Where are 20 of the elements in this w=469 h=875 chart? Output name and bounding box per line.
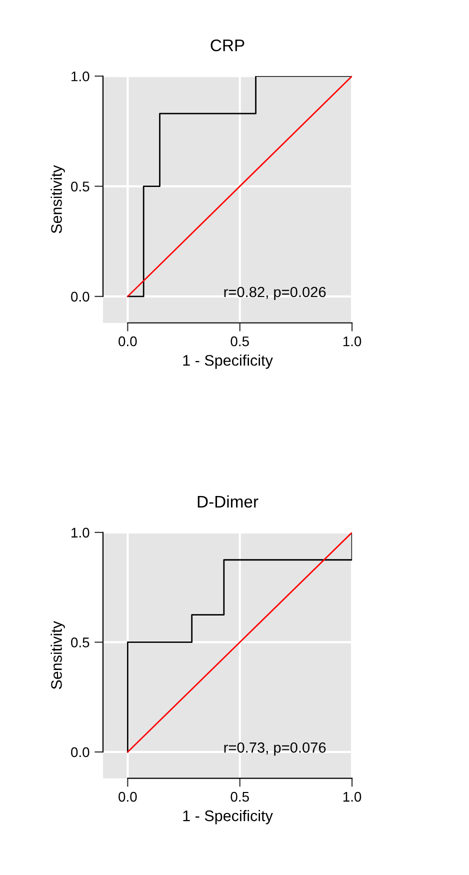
x-tick-label: 1.0 <box>343 336 362 346</box>
annotation: r=0.73, p=0.076 <box>224 742 326 756</box>
x-axis-title: 1 - Specificity <box>183 354 273 369</box>
x-tick-label: 1.0 <box>343 792 362 802</box>
chart-title: CRP <box>210 39 244 52</box>
x-axis-title: 1 - Specificity <box>183 810 273 824</box>
x-tick-label: 0.5 <box>230 336 249 346</box>
y-axis-title: Sensitivity <box>50 165 65 234</box>
y-tick-label: 0.0 <box>71 747 90 758</box>
chart-title: D-Dimer <box>198 495 258 508</box>
x-tick-label: 0.0 <box>118 336 137 346</box>
y-tick-label: 0.5 <box>71 638 90 648</box>
y-tick-label: 1.0 <box>72 71 90 82</box>
annotation: r=0.82, p=0.026 <box>224 286 326 300</box>
y-tick-label: 0.5 <box>71 182 90 192</box>
y-axis-title: Sensitivity <box>50 621 65 690</box>
y-tick-label: 1.0 <box>72 528 90 538</box>
x-tick-label: 0.5 <box>230 792 249 802</box>
x-tick-label: 0.0 <box>118 792 137 802</box>
y-tick-label: 0.0 <box>71 292 90 302</box>
